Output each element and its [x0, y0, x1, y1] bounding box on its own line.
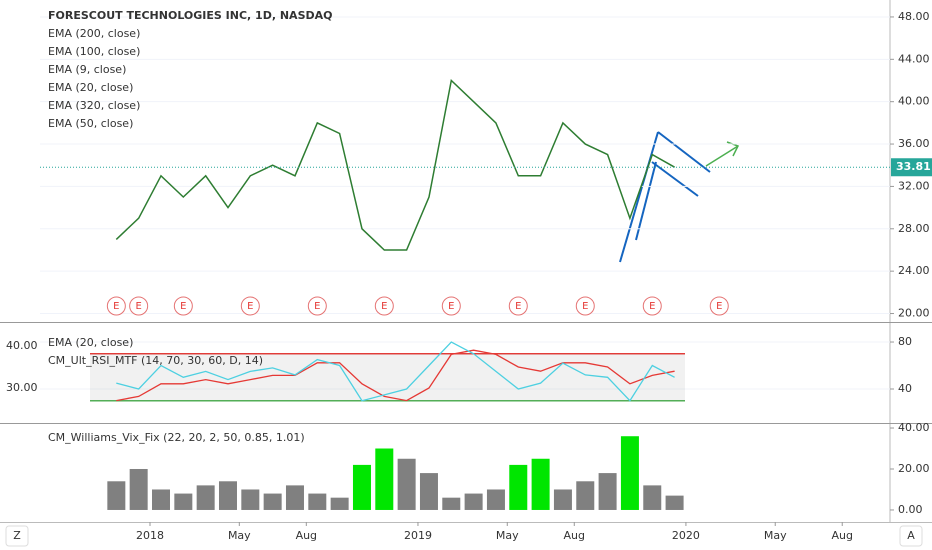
y-tick-label: 24.00: [898, 264, 930, 277]
y-tick-label: 40.00: [898, 421, 930, 434]
earnings-label: E: [180, 301, 186, 312]
bar: [486, 489, 505, 510]
earnings-marker[interactable]: [575, 296, 595, 316]
y2-tick-label: 40.00: [6, 339, 38, 352]
y-tick-label: 36.00: [898, 137, 930, 150]
legend-entry: EMA (100, close): [48, 45, 140, 58]
bar: [598, 473, 617, 510]
earnings-label: E: [113, 301, 119, 312]
y-tick-label: 28.00: [898, 222, 930, 235]
bar: [419, 473, 438, 510]
last-price-box: [891, 158, 932, 177]
earnings-label: E: [582, 301, 588, 312]
bar: [464, 493, 483, 510]
legend-entry: EMA (9, close): [48, 63, 126, 76]
price-line: [115, 79, 675, 251]
toolbar-button[interactable]: [899, 525, 923, 547]
x-tick-label: Aug: [831, 529, 852, 542]
bar: [509, 464, 528, 510]
earnings-marker[interactable]: [441, 296, 461, 316]
series-line: [116, 341, 675, 402]
y-tick-label: 44.00: [898, 52, 930, 65]
y-tick-label: 20.00: [898, 462, 930, 475]
y-tick-label: 40: [898, 382, 912, 395]
bar: [196, 485, 215, 510]
earnings-label: E: [448, 301, 454, 312]
indicator-title: CM_Williams_Vix_Fix (22, 20, 2, 50, 0.85…: [48, 431, 305, 444]
x-tick-label: May: [228, 529, 251, 542]
legend-entry: EMA (320, close): [48, 99, 140, 112]
x-tick-label: Aug: [296, 529, 317, 542]
bar: [442, 497, 461, 510]
bar: [620, 436, 639, 510]
y2-tick-label: 30.00: [6, 381, 38, 394]
bar: [218, 481, 237, 510]
x-tick-label: 2020: [672, 529, 700, 542]
bar: [308, 493, 327, 510]
y-tick-label: 40.00: [898, 95, 930, 108]
bar: [174, 493, 193, 510]
series-line: [116, 349, 675, 402]
bar: [263, 493, 282, 510]
earnings-label: E: [381, 301, 387, 312]
earnings-marker[interactable]: [129, 296, 149, 316]
bar: [531, 458, 550, 510]
earnings-marker[interactable]: [709, 296, 729, 316]
earnings-label: E: [649, 301, 655, 312]
bar: [576, 481, 595, 510]
earnings-marker[interactable]: [642, 296, 662, 316]
earnings-marker[interactable]: [374, 296, 394, 316]
legend-entry: EMA (20, close): [48, 81, 133, 94]
toolbar-label: Z: [13, 529, 21, 542]
drawing-arrow: [705, 141, 740, 167]
y-tick-label: 32.00: [898, 179, 930, 192]
legend-entry: CM_Ult_RSI_MTF (14, 70, 30, 60, D, 14): [48, 354, 263, 367]
bar: [330, 497, 349, 510]
x-tick-label: May: [764, 529, 787, 542]
bar: [129, 468, 148, 510]
y-tick-label: 48.00: [898, 10, 930, 23]
bar: [241, 489, 260, 510]
y-tick-label: 80: [898, 335, 912, 348]
earnings-label: E: [136, 301, 142, 312]
bar: [375, 448, 394, 510]
legend-entry: EMA (50, close): [48, 117, 133, 130]
legend-entry: EMA (20, close): [48, 336, 133, 349]
bar: [285, 485, 304, 510]
legend-entry: EMA (200, close): [48, 27, 140, 40]
bar: [352, 464, 371, 510]
bar: [397, 458, 416, 510]
bar: [553, 489, 572, 510]
last-price-label: 33.81: [896, 160, 931, 173]
earnings-label: E: [314, 301, 320, 312]
earnings-marker[interactable]: [508, 296, 528, 316]
earnings-marker[interactable]: [173, 296, 193, 316]
band-fill: [90, 353, 685, 401]
bar: [665, 495, 684, 510]
x-tick-label: Aug: [564, 529, 585, 542]
earnings-marker[interactable]: [106, 296, 126, 316]
earnings-label: E: [716, 301, 722, 312]
y-tick-label: 20.00: [898, 307, 930, 320]
bar: [643, 485, 662, 510]
bar: [107, 481, 126, 510]
toolbar-label: A: [907, 529, 915, 542]
toolbar-button[interactable]: [5, 525, 29, 547]
earnings-label: E: [515, 301, 521, 312]
x-tick-label: 2019: [404, 529, 432, 542]
y-tick-label: 0.00: [898, 503, 923, 516]
earnings-marker[interactable]: [307, 296, 327, 316]
bar: [152, 489, 170, 510]
x-tick-label: 2018: [136, 529, 164, 542]
earnings-label: E: [247, 301, 253, 312]
x-tick-label: May: [496, 529, 519, 542]
chart-title: FORESCOUT TECHNOLOGIES INC, 1D, NASDAQ: [48, 9, 332, 22]
drawing-wedge: [619, 131, 711, 263]
earnings-marker[interactable]: [240, 296, 260, 316]
